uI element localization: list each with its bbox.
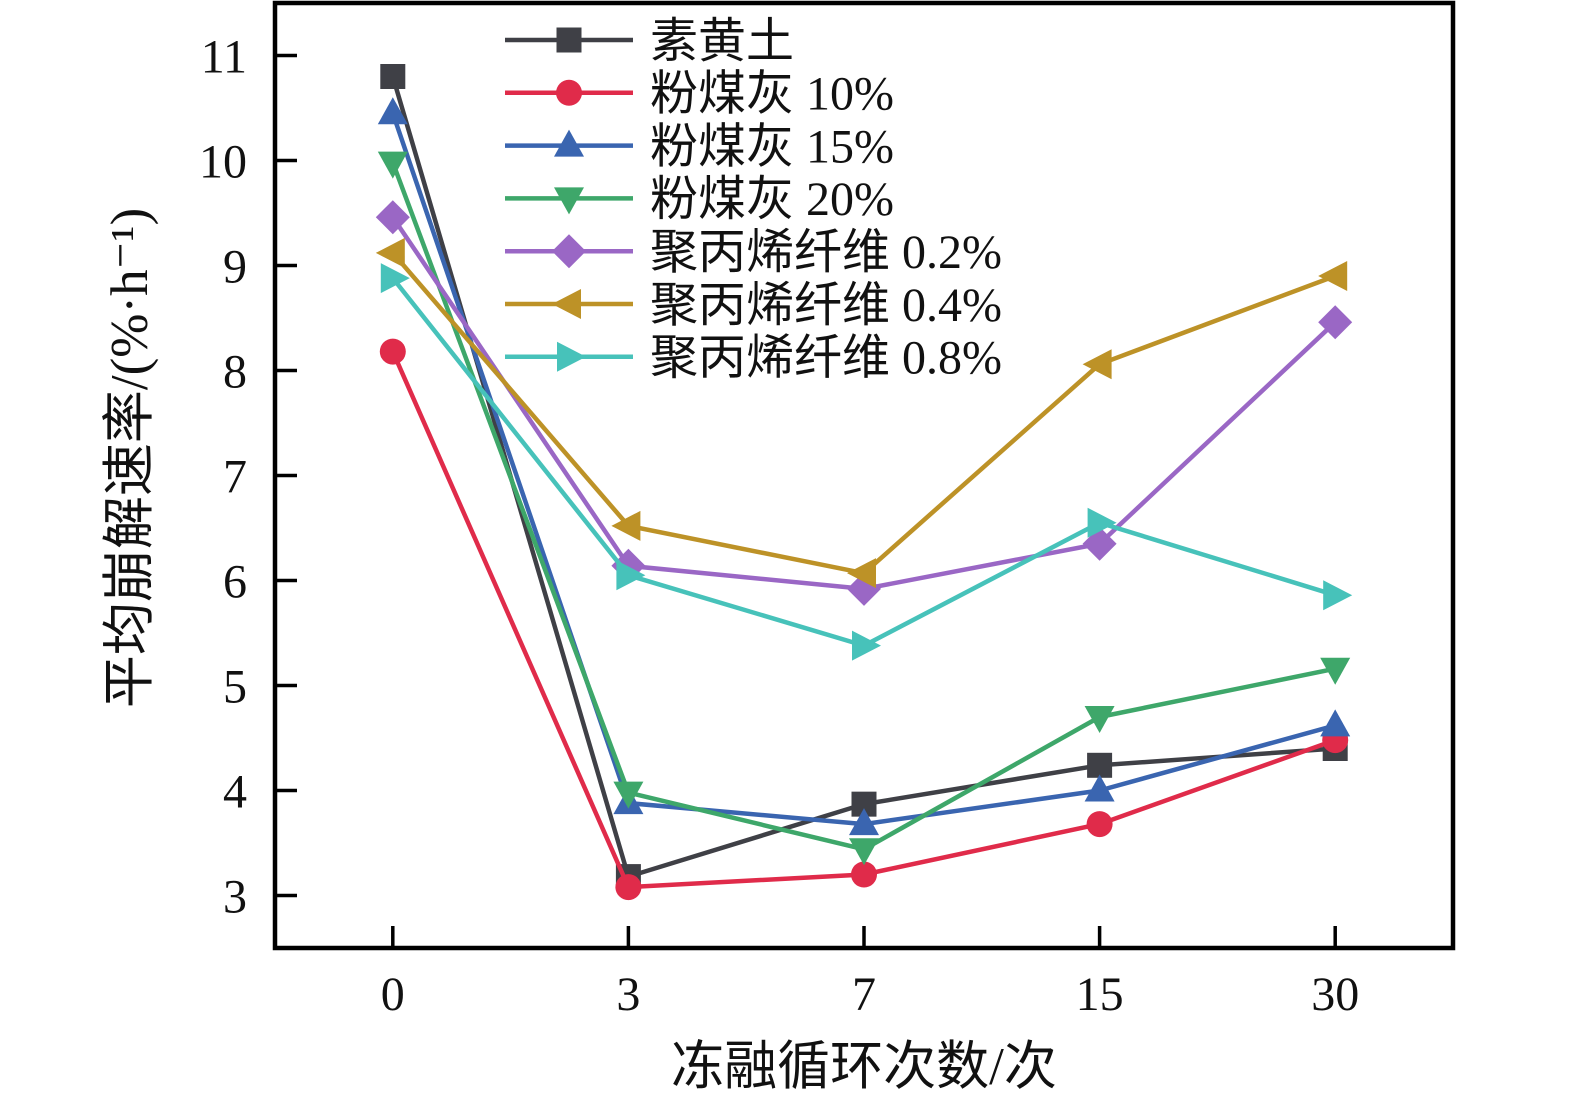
series-marker [556,79,582,106]
series-marker [1318,305,1353,340]
series-marker [611,510,641,541]
series-marker [1084,706,1115,733]
series-marker [849,838,879,866]
y-tick-label: 6 [223,555,247,608]
series-marker [1087,507,1117,538]
series-marker [849,808,879,836]
series-marker [1320,709,1351,737]
x-tick-label: 0 [381,968,405,1021]
y-tick-label: 10 [199,135,247,188]
series-marker [554,129,584,157]
series-marker [379,338,406,365]
series-marker [380,263,410,294]
legend-label: 聚丙烯纤维 0.4% [650,279,1002,332]
legend-item: 聚丙烯纤维 0.8% [505,332,1002,385]
series-marker [554,187,584,215]
legend-item: 粉煤灰 15% [505,120,894,173]
y-tick-label: 4 [223,765,247,818]
series-4 [375,200,1353,606]
y-tick-label: 5 [223,660,247,713]
series-marker [1318,261,1348,291]
x-tick-label: 7 [852,968,876,1021]
series-marker [377,97,408,125]
series-5 [375,237,1348,589]
series-marker [1084,774,1115,802]
series-marker [613,781,644,809]
series-marker [847,558,876,589]
series-marker [1086,811,1113,838]
x-tick-label: 15 [1076,968,1124,1021]
y-tick-label: 11 [201,30,247,83]
series-marker [1323,580,1353,611]
y-tick-label: 7 [223,450,247,503]
legend-label: 素黄土 [650,15,794,68]
series-marker [615,874,642,901]
legend-item: 聚丙烯纤维 0.4% [505,279,1002,332]
y-tick-label: 8 [223,345,247,398]
x-tick-label: 30 [1311,968,1359,1021]
series-marker [852,630,881,661]
y-axis-title: 平均崩解速率/(%·h⁻¹) [101,208,159,708]
legend-label: 粉煤灰 15% [650,120,894,173]
series-marker [616,560,646,591]
series-2 [377,97,1351,836]
series-6 [380,263,1353,661]
series-marker [556,27,582,53]
legend-label: 粉煤灰 10% [650,68,894,121]
series-marker [375,237,405,268]
legend-item: 粉煤灰 10% [505,68,894,121]
series-marker [1087,752,1113,778]
series-marker [552,289,581,319]
legend-item: 粉煤灰 20% [505,173,894,226]
plot-frame [272,0,1456,951]
legend-label: 聚丙烯纤维 0.8% [650,332,1002,385]
series-marker [375,200,410,235]
x-tick-label: 3 [616,968,640,1021]
series-3 [377,151,1351,866]
legend-label: 粉煤灰 20% [650,173,894,226]
series-marker [377,151,408,179]
series-1 [379,338,1349,901]
legend-label: 聚丙烯纤维 0.2% [650,226,1002,279]
series-marker [1082,349,1112,380]
legend-item: 素黄土 [505,15,794,68]
x-axis-title: 冻融循环次数/次 [671,1038,1057,1096]
series-marker [1320,657,1351,685]
series-marker [851,861,877,888]
series-marker [552,234,586,269]
legend-item: 聚丙烯纤维 0.2% [505,226,1002,279]
y-tick-label: 9 [223,240,247,293]
y-tick-label: 3 [223,870,247,923]
series-marker [557,341,586,372]
series-marker [380,64,406,89]
